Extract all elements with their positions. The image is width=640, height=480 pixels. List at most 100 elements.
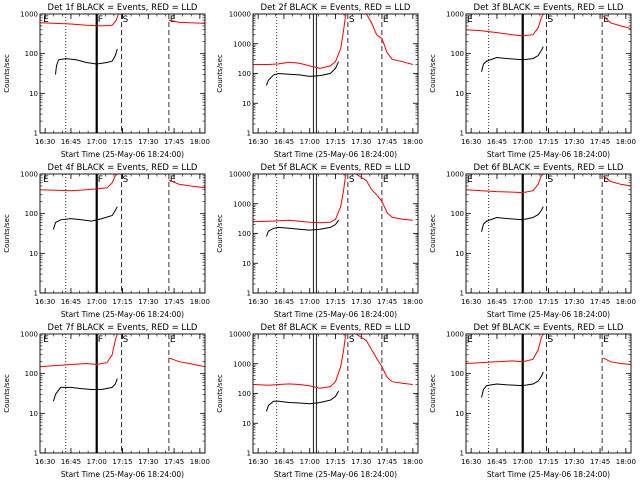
y-tick-label: 1000 [233, 40, 251, 48]
y-tick-label: 1000 [20, 11, 38, 19]
plot-frame [465, 13, 632, 134]
y-tick-label: 100 [451, 370, 464, 378]
marker-label: S [122, 15, 128, 25]
y-axis-label: Counts/sec [429, 214, 437, 253]
series-group [466, 334, 631, 398]
y-tick-label: 1000 [446, 171, 464, 179]
x-tick-label: 17:45 [590, 458, 610, 466]
y-axis-label: Counts/sec [216, 374, 224, 413]
marker-label: S [122, 175, 128, 185]
x-tick-label: 16:45 [61, 298, 81, 306]
series-line-events [55, 48, 118, 75]
series-line-events [481, 371, 544, 398]
x-tick-label: 17:45 [164, 138, 184, 146]
y-tick-label: 1 [247, 290, 251, 298]
series-line-lld [253, 334, 347, 389]
x-tick-label: 17:00 [513, 298, 533, 306]
y-tick-label: 1000 [446, 331, 464, 339]
marker-label: E [43, 175, 49, 185]
x-tick-label: 16:45 [487, 298, 507, 306]
marker-label: E [383, 15, 389, 25]
x-tick-label: 17:45 [590, 138, 610, 146]
series-line-lld [253, 14, 347, 69]
chart-panel-6: Det 6f BLACK = Events, RED = LLD Counts/s… [429, 163, 636, 319]
series-line-lld [602, 175, 631, 187]
x-tick-label: 16:45 [487, 138, 507, 146]
plot-frame [465, 333, 632, 454]
y-axis-label: Counts/sec [429, 54, 437, 93]
chart-title: Det 2f BLACK = Events, RED = LLD [261, 3, 411, 13]
series-line-lld [466, 334, 544, 364]
x-tick-label: 16:45 [274, 138, 294, 146]
x-tick-label: 16:30 [35, 298, 55, 306]
x-tick-label: 18:00 [616, 138, 636, 146]
chart-panel-2: Det 2f BLACK = Events, RED = LLD Counts/s… [216, 3, 423, 159]
plot-frame [39, 13, 206, 134]
series-line-lld [40, 174, 118, 192]
x-axis-label: Start Time (25-May-06 18:24:00) [487, 470, 610, 479]
x-tick-label: 17:45 [377, 298, 397, 306]
x-tick-label: 17:15 [325, 458, 345, 466]
y-axis-label: Counts/sec [429, 374, 437, 413]
x-tick-label: 17:30 [138, 298, 158, 306]
marker-label: S [547, 15, 553, 25]
y-tick-label: 1000 [233, 200, 251, 208]
series-line-lld [253, 174, 347, 224]
chart-title: Det 1f BLACK = Events, RED = LLD [48, 3, 198, 13]
series-group [253, 174, 413, 237]
series-group [40, 14, 205, 75]
y-axis-label: Counts/sec [216, 54, 224, 93]
plot-frame [252, 333, 419, 454]
series-group [253, 334, 413, 412]
series-line-lld [466, 174, 544, 194]
y-tick-label: 100 [25, 50, 38, 58]
series-line-events [52, 378, 118, 402]
x-tick-label: 17:30 [351, 138, 371, 146]
x-tick-label: 16:45 [61, 458, 81, 466]
x-tick-label: 17:30 [351, 458, 371, 466]
x-tick-label: 16:45 [487, 458, 507, 466]
series-group [253, 14, 413, 86]
x-tick-label: 17:30 [564, 458, 584, 466]
x-tick-label: 17:15 [538, 138, 558, 146]
chart-title: Det 7f BLACK = Events, RED = LLD [48, 323, 198, 333]
x-axis-label: Start Time (25-May-06 18:24:00) [61, 310, 184, 319]
y-tick-label: 100 [25, 370, 38, 378]
series-line-lld [40, 14, 119, 27]
chart-panel-4: Det 4f BLACK = Events, RED = LLD Counts/s… [3, 163, 210, 319]
y-tick-label: 10 [242, 260, 251, 268]
y-axis-label: Counts/sec [3, 214, 11, 253]
x-tick-label: 17:00 [87, 458, 107, 466]
x-tick-label: 18:00 [403, 458, 423, 466]
marker-label: F [98, 175, 103, 185]
series-line-lld [168, 19, 205, 24]
x-axis-label: Start Time (25-May-06 18:24:00) [274, 470, 397, 479]
x-tick-label: 17:15 [112, 298, 132, 306]
x-tick-label: 17:00 [513, 138, 533, 146]
x-tick-label: 17:00 [300, 138, 320, 146]
x-tick-label: 17:45 [377, 458, 397, 466]
x-tick-label: 17:15 [538, 298, 558, 306]
x-tick-label: 18:00 [190, 298, 210, 306]
series-line-lld [355, 174, 413, 221]
marker-label: F [98, 335, 103, 345]
x-tick-label: 17:30 [138, 138, 158, 146]
x-tick-label: 17:30 [138, 458, 158, 466]
x-tick-label: 16:45 [274, 298, 294, 306]
y-tick-label: 100 [25, 210, 38, 218]
chart-panel-7: Det 7f BLACK = Events, RED = LLD Counts/s… [3, 323, 210, 479]
plot-frame [465, 173, 632, 294]
chart-panel-5: Det 5f BLACK = Events, RED = LLD Counts/s… [216, 163, 423, 319]
marker-label: E [170, 335, 176, 345]
x-tick-label: 17:15 [112, 458, 132, 466]
x-axis-label: Start Time (25-May-06 18:24:00) [487, 150, 610, 159]
marker-label: E [603, 175, 609, 185]
marker-label: E [43, 335, 49, 345]
chart-title: Det 9f BLACK = Events, RED = LLD [474, 323, 624, 333]
marker-label: S [349, 175, 355, 185]
y-tick-label: 10000 [229, 331, 251, 339]
x-tick-label: 17:15 [325, 138, 345, 146]
y-tick-label: 1 [460, 130, 464, 138]
chart-panel-9: Det 9f BLACK = Events, RED = LLD Counts/s… [429, 323, 636, 479]
x-axis-label: Start Time (25-May-06 18:24:00) [61, 470, 184, 479]
